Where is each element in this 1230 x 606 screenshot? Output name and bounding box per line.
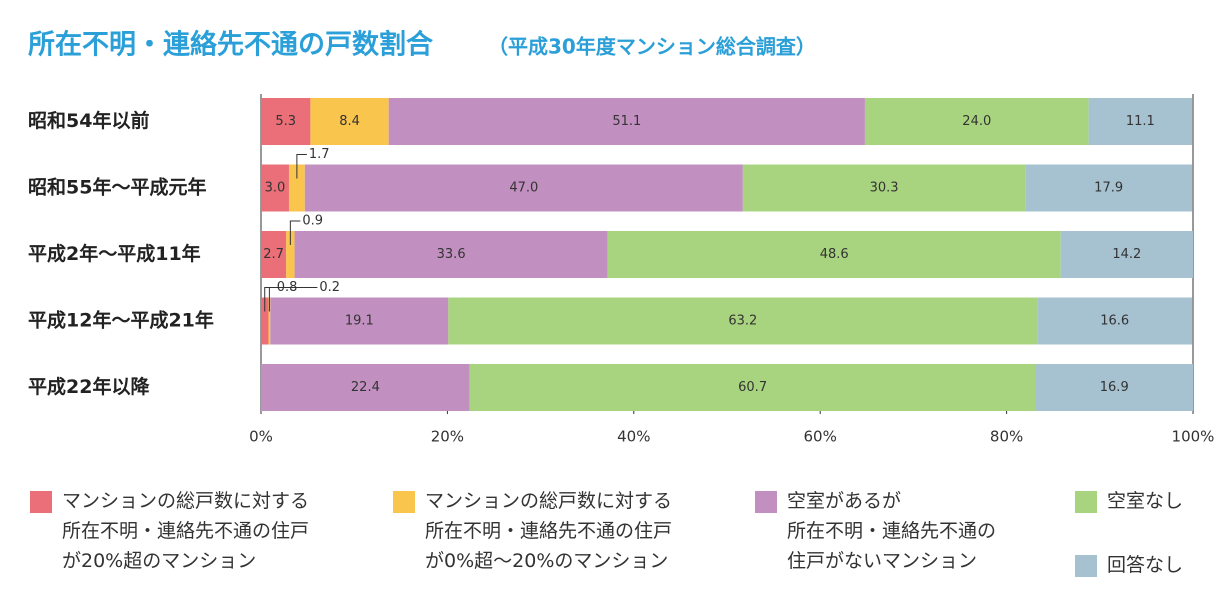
- bar-segment: [864, 98, 1089, 145]
- legend-label: マンションの総戸数に対する 所在不明・連絡先不通の住戸 が20%超のマンション: [62, 490, 310, 572]
- bar-segment: [261, 231, 287, 278]
- bar-segment: [294, 231, 608, 278]
- value-label: 11.1: [1126, 114, 1155, 129]
- value-label: 2.7: [263, 247, 284, 262]
- x-tick-label: 40%: [617, 428, 650, 446]
- value-label: 24.0: [962, 114, 991, 129]
- bar-segment: [261, 164, 289, 212]
- value-label: 17.9: [1094, 181, 1123, 196]
- legend-label: マンションの総戸数に対する 所在不明・連絡先不通の住戸 が0%超～20%のマンシ…: [425, 490, 673, 572]
- value-label: 16.9: [1100, 380, 1129, 395]
- bar-segment: [742, 164, 1026, 212]
- bar-segment: [261, 297, 269, 345]
- legend-label: 回答なし: [1107, 554, 1184, 576]
- bar-segment: [268, 297, 271, 345]
- value-label: 8.4: [339, 114, 360, 129]
- leader-line: [296, 154, 307, 179]
- x-tick-label: 60%: [804, 428, 837, 446]
- value-label: 51.1: [612, 114, 641, 129]
- legend-swatch: [393, 491, 415, 513]
- x-tick-label: 20%: [431, 428, 464, 446]
- bar-segment: [304, 164, 743, 212]
- value-label: 22.4: [351, 380, 380, 395]
- x-tick-label: 100%: [1172, 428, 1215, 446]
- bar-segment: [448, 297, 1038, 345]
- value-label: 0.2: [319, 280, 340, 295]
- value-label: 48.6: [820, 247, 849, 262]
- legend-swatch: [1075, 555, 1097, 577]
- bar-segment: [388, 98, 865, 145]
- leader-line: [289, 220, 301, 245]
- legend-swatch: [755, 491, 777, 513]
- bar-segment: [1025, 164, 1193, 212]
- x-tick-label: 80%: [990, 428, 1023, 446]
- y-tick-label: 昭和54年以前: [28, 109, 149, 132]
- bar-segment: [1060, 231, 1193, 278]
- bar-segment: [310, 98, 389, 145]
- value-label: 60.7: [738, 380, 767, 395]
- value-label: 16.6: [1100, 314, 1129, 329]
- bar-segment: [270, 297, 449, 345]
- chart-title: 所在不明・連絡先不通の戸数割合: [28, 29, 433, 61]
- value-label: 30.3: [870, 181, 899, 196]
- bar-segment: [1088, 98, 1193, 145]
- y-tick-label: 平成2年～平成11年: [28, 242, 201, 265]
- bar-segment: [1035, 364, 1193, 411]
- leader-line: [268, 287, 318, 312]
- y-tick-label: 平成22年以降: [28, 375, 150, 398]
- bar-segment: [288, 164, 305, 212]
- y-tick-label: 平成12年～平成21年: [28, 309, 214, 332]
- bar-segment: [261, 364, 470, 411]
- legend-swatch: [30, 491, 52, 513]
- value-label: 19.1: [345, 314, 374, 329]
- legend-label: 空室なし: [1107, 490, 1184, 512]
- value-label: 3.0: [265, 181, 286, 196]
- value-label: 63.2: [728, 314, 757, 329]
- chart-subtitle: （平成30年度マンション総合調査）: [488, 35, 816, 59]
- value-label: 5.3: [275, 114, 296, 129]
- bar-segment: [286, 231, 295, 278]
- value-label: 14.2: [1112, 247, 1141, 262]
- y-tick-label: 昭和55年～平成元年: [28, 176, 206, 199]
- value-label: 1.7: [309, 147, 330, 162]
- bar-segment: [1037, 297, 1193, 345]
- x-tick-label: 0%: [249, 428, 273, 446]
- legend-label: 空室があるが 所在不明・連絡先不通の 住戸がないマンション: [787, 490, 997, 572]
- bar-segment: [469, 364, 1036, 411]
- legend-swatch: [1075, 491, 1097, 513]
- value-label: 33.6: [437, 247, 466, 262]
- bar-segment: [261, 98, 311, 145]
- bar-segment: [607, 231, 1061, 278]
- value-label: 47.0: [509, 181, 538, 196]
- value-label: 0.9: [302, 214, 323, 229]
